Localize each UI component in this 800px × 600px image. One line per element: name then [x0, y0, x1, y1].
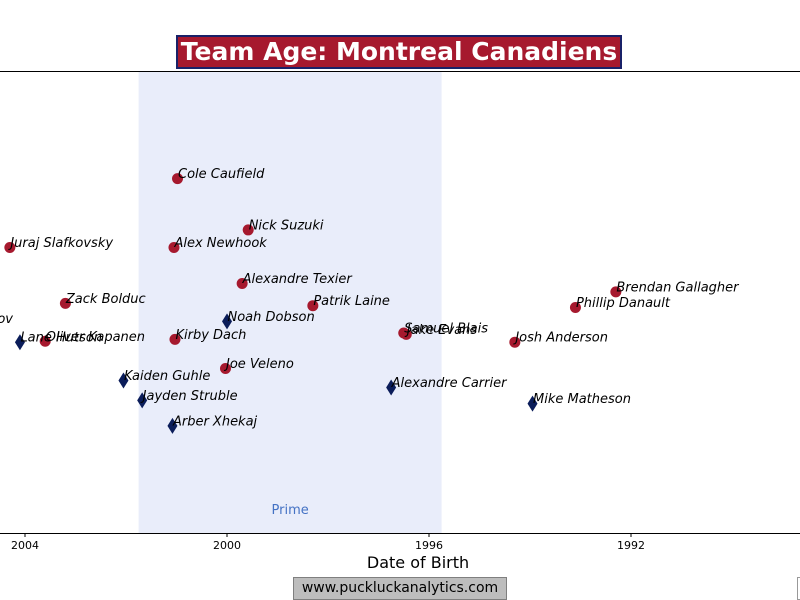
age-band: [138, 72, 442, 533]
defense-point: [118, 372, 129, 389]
defense-point: [14, 334, 25, 351]
forward-point: [307, 300, 319, 312]
age-band-label: Prime: [272, 503, 309, 518]
forward-point: [59, 297, 71, 309]
point-label: Samuel Blais: [404, 321, 488, 336]
point-label: Nick Suzuki: [249, 218, 324, 233]
x-tick-label: 1996: [415, 539, 443, 552]
point-label: Alexandre Carrier: [391, 376, 508, 391]
point-label: Mike Matheson: [533, 392, 631, 407]
forward-point: [39, 335, 51, 347]
x-tick-label: 2000: [213, 539, 241, 552]
forward-point: [509, 336, 521, 348]
point-label: Alex Newhook: [173, 236, 267, 251]
point-label: Kaiden Guhle: [124, 369, 210, 384]
forward-point: [172, 173, 184, 185]
point-label: Arber Xhekaj: [172, 414, 258, 429]
point-label: Alexandre Texier: [242, 272, 354, 287]
forward-point: [169, 333, 181, 345]
point-label: Jayden Struble: [140, 389, 238, 404]
bands-layer: n CorePrime: [138, 72, 442, 533]
chart-title: Team Age: Montreal Canadiens: [176, 35, 622, 69]
forward-point: [168, 241, 180, 253]
x-tick-label: 1992: [617, 539, 645, 552]
forward-point: [610, 286, 622, 298]
point-label: Kirby Dach: [175, 328, 246, 343]
points-layer: [4, 173, 622, 434]
x-ticks: 2004 2000 1996 1992: [11, 533, 645, 552]
watermark-link[interactable]: www.puckluckanalytics.com: [293, 577, 507, 600]
point-label: Joe Veleno: [223, 357, 294, 372]
defense-point: [222, 313, 232, 330]
forward-point: [219, 363, 231, 375]
point-label: Lane Hutson: [20, 331, 102, 346]
x-axis-label: Date of Birth: [367, 553, 469, 572]
point-label: Phillip Danault: [576, 296, 671, 311]
defense-point: [527, 395, 538, 412]
forward-point: [569, 302, 581, 314]
defense-point: [137, 392, 148, 409]
point-label: Noah Dobson: [228, 310, 315, 325]
point-label: Oliver Kapanen: [46, 330, 145, 345]
point-label: Juraj Slafkovsky: [7, 236, 113, 251]
clipped-point-label: ov: [0, 312, 13, 327]
defense-point: [167, 417, 178, 434]
forward-point: [236, 278, 248, 290]
forward-point: [400, 328, 412, 340]
forward-point: [4, 241, 16, 253]
point-label: Josh Anderson: [512, 331, 608, 346]
point-labels-layer: Cole Caufield Nick Suzuki Alex Newhook Jura…: [0, 167, 740, 429]
x-tick-label: 2004: [11, 539, 39, 552]
forward-point: [242, 224, 254, 236]
point-label: Zack Bolduc: [65, 292, 146, 307]
defense-point: [386, 379, 397, 396]
point-label: Cole Caufield: [178, 167, 265, 182]
point-label: Jake Evans: [404, 323, 478, 338]
point-label: Patrik Laine: [313, 294, 390, 309]
point-label: Brendan Gallagher: [616, 280, 740, 295]
